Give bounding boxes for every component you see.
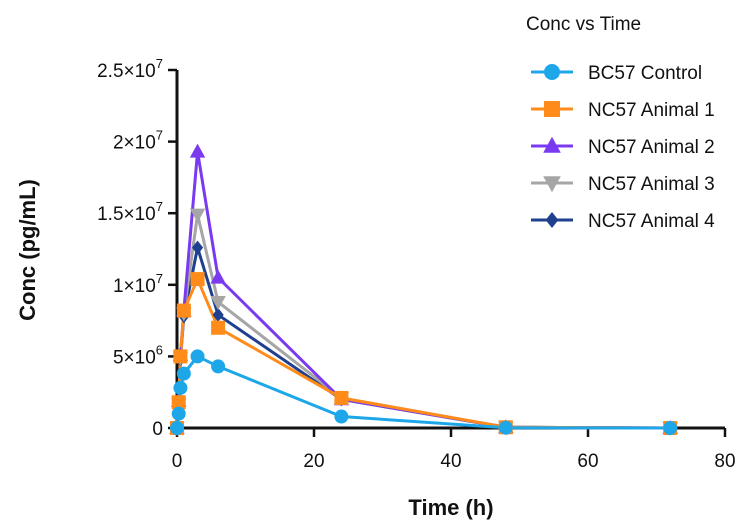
y-tick-mantissa: 0 bbox=[152, 419, 163, 440]
legend-label: NC57 Animal 3 bbox=[588, 174, 715, 195]
x-tick-label: 0 bbox=[172, 451, 183, 472]
data-point bbox=[173, 349, 188, 364]
data-point bbox=[173, 380, 188, 395]
y-tick-mantissa: 2.5×10 bbox=[97, 61, 156, 82]
data-point bbox=[189, 208, 206, 223]
data-point bbox=[189, 143, 206, 158]
data-point bbox=[190, 349, 205, 364]
data-point bbox=[211, 359, 226, 374]
legend-marker bbox=[544, 101, 560, 117]
legend-marker bbox=[543, 136, 561, 153]
y-tick-label: 1×107 bbox=[113, 271, 163, 297]
y-tick-exponent: 7 bbox=[156, 271, 163, 286]
legend-label: BC57 Control bbox=[588, 63, 702, 84]
legend-title: Conc vs Time bbox=[526, 14, 641, 35]
data-point bbox=[210, 269, 226, 284]
y-axis-title: Conc (pg/mL) bbox=[15, 179, 40, 321]
data-point bbox=[171, 395, 186, 410]
data-point bbox=[176, 303, 191, 318]
series-line-5 bbox=[175, 247, 671, 430]
data-point bbox=[334, 390, 349, 405]
y-tick-mantissa: 5×10 bbox=[113, 347, 156, 368]
data-point bbox=[176, 366, 191, 381]
y-tick-exponent: 7 bbox=[156, 56, 163, 71]
x-tick-label: 80 bbox=[714, 451, 735, 472]
axes bbox=[175, 70, 725, 430]
legend-marker bbox=[544, 64, 560, 80]
data-point bbox=[334, 409, 349, 424]
x-tick-label: 60 bbox=[577, 451, 598, 472]
y-tick-mantissa: 1×10 bbox=[113, 276, 156, 297]
data-point bbox=[212, 307, 224, 322]
data-point bbox=[211, 320, 226, 335]
series-line-2 bbox=[175, 275, 671, 430]
data-point bbox=[171, 406, 186, 421]
legend-label: NC57 Animal 2 bbox=[588, 137, 715, 158]
y-tick-mantissa: 2×10 bbox=[113, 133, 156, 154]
y-tick-exponent: 7 bbox=[156, 128, 163, 143]
x-tick-label: 40 bbox=[440, 451, 461, 472]
legend-label: NC57 Animal 4 bbox=[588, 211, 715, 232]
y-tick-label: 2×107 bbox=[113, 128, 163, 154]
y-tick-exponent: 7 bbox=[156, 199, 163, 214]
data-point bbox=[191, 240, 204, 255]
data-point bbox=[190, 272, 205, 287]
series-markers bbox=[169, 143, 678, 437]
data-point bbox=[210, 296, 226, 311]
x-tick-label: 20 bbox=[303, 451, 324, 472]
series-line-4 bbox=[175, 214, 671, 430]
legend-marker bbox=[545, 212, 559, 228]
data-point bbox=[498, 420, 513, 435]
y-tick-label: 5×106 bbox=[113, 342, 163, 368]
y-tick-label: 0 bbox=[152, 419, 163, 440]
y-tick-mantissa: 1.5×10 bbox=[97, 204, 156, 225]
legend-label: NC57 Animal 1 bbox=[588, 100, 715, 121]
y-tick-label: 2.5×107 bbox=[97, 56, 163, 82]
y-tick-label: 1.5×107 bbox=[97, 199, 163, 225]
series-line-1 bbox=[175, 354, 671, 430]
x-axis-title: Time (h) bbox=[408, 495, 493, 520]
y-tick-exponent: 6 bbox=[156, 342, 163, 357]
data-point bbox=[170, 421, 184, 435]
legend: BC57 Control NC57 Animal 1 NC57 Animal 2 NC… bbox=[531, 63, 715, 232]
legend-marker bbox=[543, 176, 561, 193]
data-point bbox=[663, 421, 678, 435]
